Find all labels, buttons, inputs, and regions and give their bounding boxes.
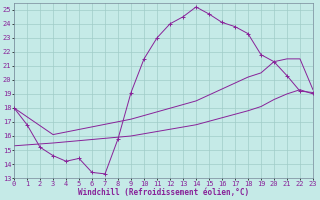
X-axis label: Windchill (Refroidissement éolien,°C): Windchill (Refroidissement éolien,°C) — [78, 188, 249, 197]
